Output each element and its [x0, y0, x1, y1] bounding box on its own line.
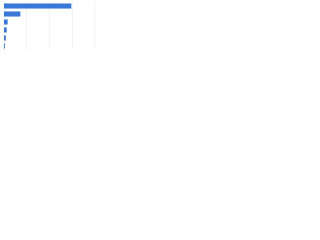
- bar: [4, 11, 21, 17]
- chart: [3, 2, 96, 50]
- bar: [4, 3, 72, 9]
- bar: [4, 35, 6, 41]
- bar: [4, 43, 5, 49]
- bar: [4, 27, 7, 33]
- bar: [4, 19, 8, 25]
- page: {"chart_data": {"type": "bar", "orientat…: [0, 0, 320, 71]
